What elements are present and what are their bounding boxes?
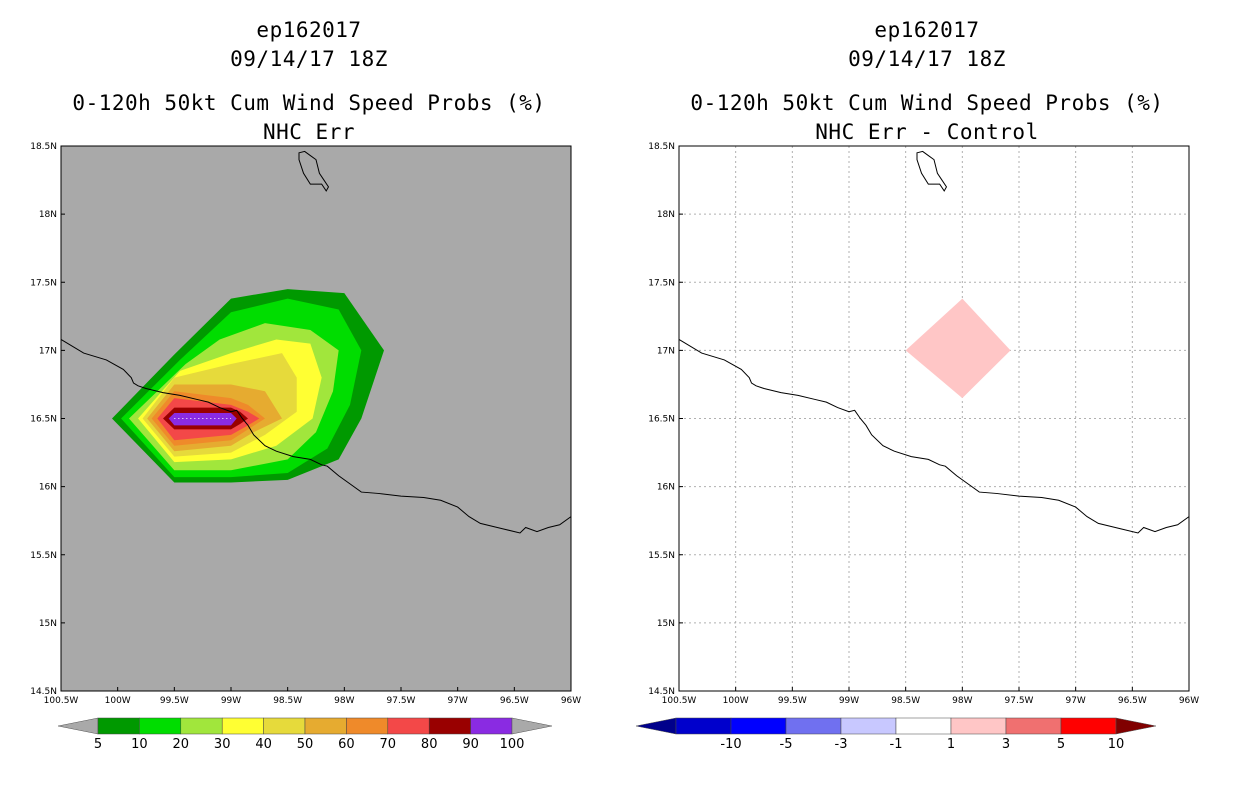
left-y-tick-label: 16.5N <box>30 415 57 425</box>
right-colorbar-low-arrow <box>635 717 677 735</box>
right-y-tick-label: 15N <box>657 619 675 629</box>
left-y-tick-label: 17N <box>39 346 57 356</box>
right-colorbar-label: 5 <box>1057 737 1065 752</box>
left-colorbar-label: 50 <box>297 737 314 752</box>
left-colorbar-cell <box>97 717 140 735</box>
right-colorbar-high-arrow <box>1115 717 1157 735</box>
right-colorbar-cell <box>895 717 952 735</box>
right-x-tick-label: 96W <box>1179 696 1199 706</box>
right-colorbar-label: -5 <box>780 737 793 752</box>
right-x-tick-label: 97W <box>1065 696 1085 706</box>
right-y-tick-label: 14.5N <box>648 687 675 697</box>
right-x-tick-label: 98.5W <box>891 696 920 706</box>
left-colorbar-cell <box>139 717 182 735</box>
left-y-tick-label: 15.5N <box>30 551 57 561</box>
left-panel: ep162017 09/14/17 18Z 0-120h 50kt Cum Wi… <box>30 18 581 752</box>
left-y-tick-label: 15N <box>39 619 57 629</box>
left-title-line-4: NHC Err <box>262 120 355 144</box>
right-y-tick-label: 18N <box>657 210 675 220</box>
right-x-tick-label: 99W <box>839 696 859 706</box>
right-colorbar-cell <box>730 717 787 735</box>
left-colorbar-low-arrow <box>57 717 99 735</box>
right-y-tick-label: 15.5N <box>648 551 675 561</box>
right-island-outline <box>916 150 948 192</box>
right-colorbar-cell <box>1005 717 1062 735</box>
left-colorbar-high-arrow <box>511 717 553 735</box>
left-x-tick-label: 96.5W <box>500 696 529 706</box>
right-x-tick-label: 100W <box>723 696 749 706</box>
right-colorbar-label: 1 <box>947 737 955 752</box>
left-colorbar-cell <box>387 717 430 735</box>
right-colorbar-label: -10 <box>720 737 741 752</box>
right-panel: ep162017 09/14/17 18Z 0-120h 50kt Cum Wi… <box>618 0 1236 800</box>
left-colorbar-cell <box>304 717 347 735</box>
right-title-line-4: NHC Err - Control <box>815 120 1039 144</box>
right-x-tick-label: 96.5W <box>1118 696 1147 706</box>
left-x-tick-label: 100.5W <box>44 696 79 706</box>
right-colorbar-cell <box>675 717 732 735</box>
right-colorbar-label: 3 <box>1002 737 1010 752</box>
left-colorbar-label: 40 <box>255 737 272 752</box>
left-x-tick-label: 100W <box>105 696 131 706</box>
right-colorbar-label: 10 <box>1108 737 1125 752</box>
left-colorbar-label: 10 <box>131 737 148 752</box>
left-x-tick-label: 99.5W <box>160 696 189 706</box>
left-y-tick-label: 18.5N <box>30 142 57 152</box>
left-colorbar-cell <box>180 717 223 735</box>
right-y-tick-label: 16N <box>657 483 675 493</box>
right-x-tick-label: 99.5W <box>778 696 807 706</box>
right-colorbar-label: -3 <box>835 737 848 752</box>
left-y-tick-label: 18N <box>39 210 57 220</box>
left-colorbar-cell <box>221 717 264 735</box>
left-colorbar-label: 100 <box>500 737 525 752</box>
left-x-tick-label: 98.5W <box>273 696 302 706</box>
right-y-tick-label: 18.5N <box>648 142 675 152</box>
left-title-line-3: 0-120h 50kt Cum Wind Speed Probs (%) <box>72 91 546 115</box>
left-colorbar-cell <box>470 717 513 735</box>
left-y-tick-label: 16N <box>39 483 57 493</box>
right-title-line-3: 0-120h 50kt Cum Wind Speed Probs (%) <box>690 91 1164 115</box>
right-colorbar-cell <box>840 717 897 735</box>
left-colorbar-label: 80 <box>421 737 438 752</box>
left-x-tick-label: 96W <box>561 696 581 706</box>
right-x-tick-label: 100.5W <box>662 696 697 706</box>
left-colorbar-label: 5 <box>94 737 102 752</box>
left-y-tick-label: 14.5N <box>30 687 57 697</box>
left-island-outline <box>298 150 330 192</box>
right-colorbar-cell <box>785 717 842 735</box>
left-title-line-2: 09/14/17 18Z <box>230 47 388 71</box>
left-x-tick-label: 97W <box>447 696 467 706</box>
left-x-tick-label: 99W <box>221 696 241 706</box>
left-x-tick-label: 97.5W <box>387 696 416 706</box>
left-title-line-1: ep162017 <box>256 18 362 42</box>
left-colorbar-label: 30 <box>214 737 231 752</box>
right-x-tick-label: 98W <box>952 696 972 706</box>
left-y-tick-label: 17.5N <box>30 278 57 288</box>
right-difference-region <box>905 298 1011 399</box>
right-colorbar-label: -1 <box>890 737 903 752</box>
right-y-tick-label: 17.5N <box>648 278 675 288</box>
right-coastline <box>678 339 1190 534</box>
right-y-tick-label: 17N <box>657 346 675 356</box>
left-contour-90-percent <box>168 413 237 426</box>
left-x-tick-label: 98W <box>334 696 354 706</box>
right-chart: 100.5W 100W 99.5W 99W 98.5W 98W 97.5W 97W 96.5W 9… <box>635 142 1199 752</box>
left-coastline <box>60 339 572 534</box>
right-title-line-1: ep162017 <box>874 18 980 42</box>
left-colorbar-label: 70 <box>380 737 397 752</box>
left-colorbar-label: 90 <box>462 737 479 752</box>
left-colorbar-cell <box>346 717 389 735</box>
left-chart: 100.5W 100W 99.5W 99W 98.5W 98W 97.5W 97W 96.5W 9… <box>30 142 581 752</box>
left-colorbar-cell <box>263 717 306 735</box>
right-colorbar-cell <box>950 717 1007 735</box>
right-colorbar-cell <box>1060 717 1117 735</box>
right-title-line-2: 09/14/17 18Z <box>848 47 1006 71</box>
left-colorbar-label: 20 <box>173 737 190 752</box>
right-x-tick-label: 97.5W <box>1005 696 1034 706</box>
left-colorbar-cell <box>428 717 471 735</box>
left-colorbar-label: 60 <box>338 737 355 752</box>
right-y-tick-label: 16.5N <box>648 415 675 425</box>
